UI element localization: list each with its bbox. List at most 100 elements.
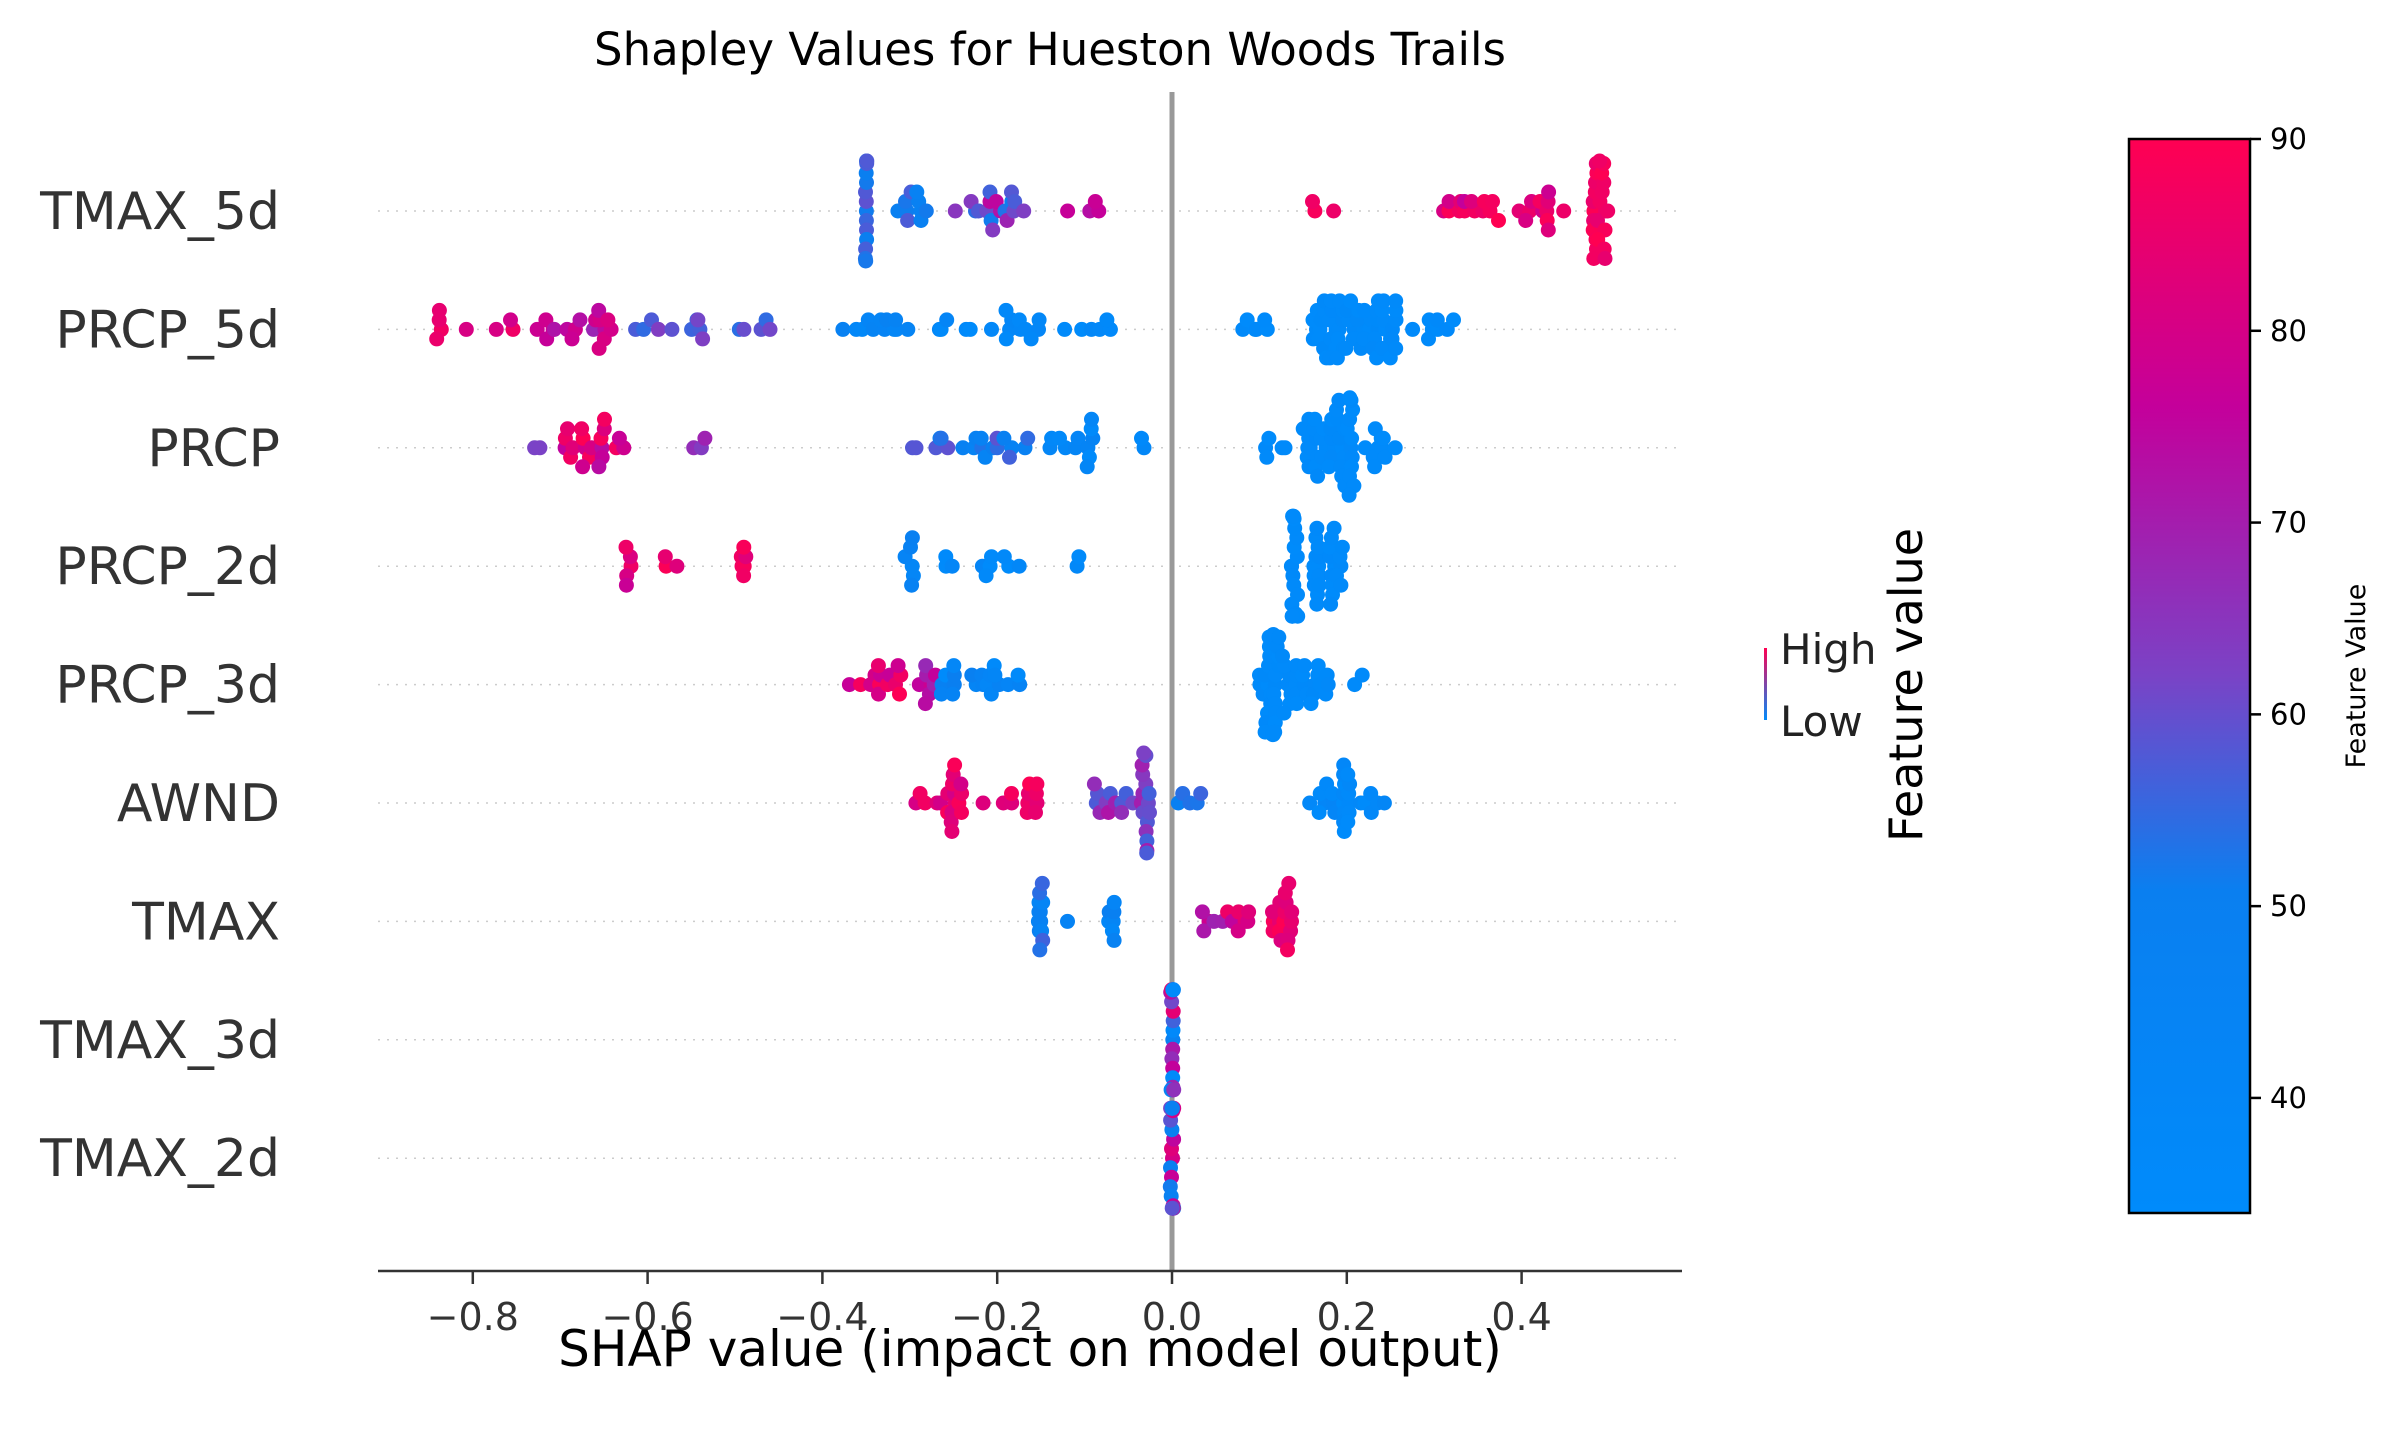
shap-points [429,153,1616,1216]
shap-point [984,549,999,565]
shap-point [1106,894,1122,910]
shap-point [985,222,1001,238]
shap-point [996,549,1012,565]
shap-point [575,459,591,475]
shap-point [618,539,634,555]
shap-point [944,824,960,839]
shap-point [1302,795,1318,811]
shap-point [1289,696,1305,712]
shap-point [1340,767,1356,782]
shap-point [1311,539,1327,555]
shap-point [1323,596,1339,612]
shap-point [947,203,963,219]
shap-point [664,321,680,337]
shap-point [1020,430,1036,446]
shap-point [1079,459,1095,475]
shap-point [1194,904,1210,920]
chart-title: Shapley Values for Hueston Woods Trails [594,23,1506,76]
shap-point [669,558,685,574]
shap-point [1284,904,1300,920]
shap-point [532,440,548,456]
shap-point [1142,805,1157,820]
shap-point [918,203,934,219]
shap-point [900,213,916,228]
shap-point [1106,932,1122,948]
shap-point [1540,222,1556,238]
shap-point [955,440,971,456]
shap-point [1309,520,1325,536]
x-tick-label: 0.4 [1491,1295,1551,1339]
shap-point [1193,786,1209,801]
shap-point [1016,203,1032,219]
shap-point [1303,696,1319,712]
shap-point [1141,786,1157,801]
shap-point [1388,340,1404,356]
shap-point [529,321,545,337]
shap-point [1196,923,1212,939]
shap-point [1592,153,1608,169]
shap-point [1334,539,1350,555]
shap-point [1311,577,1327,593]
feature-label-prcp: PRCP [147,419,280,479]
x-tick-label: −0.2 [951,1295,1043,1339]
shap-point [998,302,1014,318]
shap-point [1297,658,1312,674]
shap-point [1028,805,1043,820]
shap-point [1284,608,1300,624]
x-tick-label: 0.0 [1142,1295,1202,1339]
shap-point [1305,194,1320,209]
shap-point [1087,194,1103,209]
shap-point [431,302,447,318]
row-gridlines [378,210,1680,1159]
shap-point [939,312,955,328]
shap-point [1259,449,1275,465]
shap-point [1356,302,1372,318]
shap-point [1139,845,1155,861]
colorbar-gradient [2127,137,2252,1215]
shap-point [597,411,612,427]
shap-point [1367,459,1383,475]
shap-point [1239,312,1255,328]
shap-point [1010,667,1026,683]
feature-label-awnd: AWND [117,774,280,834]
shap-point [1405,321,1421,337]
shap-point [1136,745,1152,761]
shap-point [871,686,886,702]
shap-point [1164,1100,1180,1116]
shap-point [1007,194,1023,209]
shap-point [975,795,991,811]
shap-point [998,331,1014,347]
shap-point [1031,312,1047,328]
feature-label-tmax-5d: TMAX_5d [39,182,280,242]
shap-point [918,658,934,674]
shap-point [1276,705,1292,721]
shap-point [1307,411,1323,427]
shap-point [1338,340,1354,356]
shap-point [458,321,474,337]
shap-point [1586,251,1602,266]
shap-point [1556,203,1572,219]
shap-point [736,539,752,555]
shap-point [1429,312,1445,328]
shap-point [1166,1082,1182,1098]
shap-point [1375,430,1391,446]
shap-point [1099,312,1115,328]
shap-point [908,440,924,456]
shap-point [1070,430,1086,446]
colorbar-tick-label: 80 [2270,314,2307,348]
shap-point [1388,293,1404,309]
shap-point [841,677,857,693]
feature-label-tmax-3d: TMAX_3d [39,1011,280,1071]
shap-point [1084,411,1099,427]
shap-point [1060,203,1076,219]
shap-point [954,805,969,820]
shap-point [1281,875,1297,891]
shap-point [953,776,969,792]
shap-point [909,184,925,200]
shap-point [1257,312,1273,328]
shap-point [1320,677,1336,693]
shap-point [1277,440,1293,456]
shap-point [1000,677,1016,693]
shap-point [917,696,933,712]
shap-point [1032,942,1048,958]
